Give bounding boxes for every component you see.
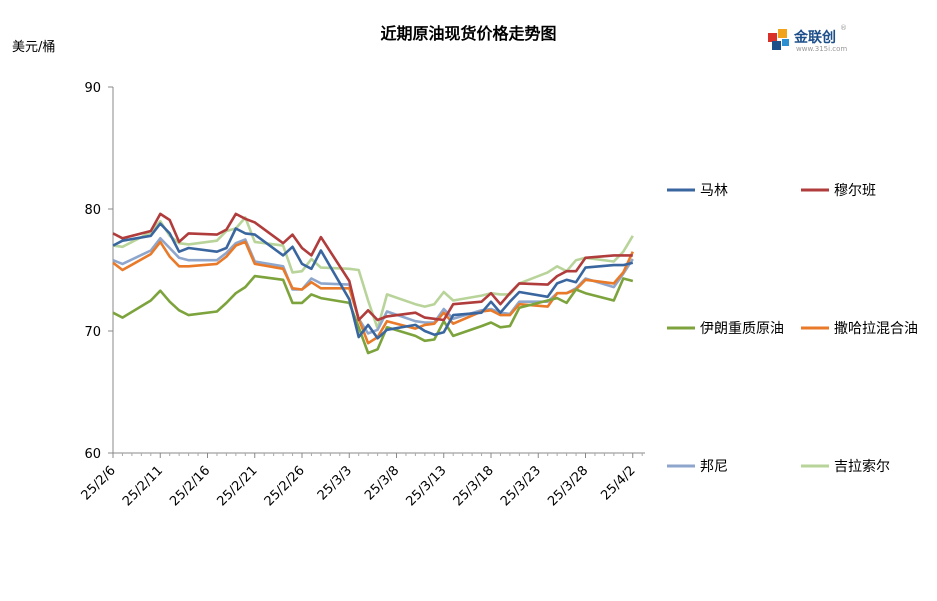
series-lines	[112, 212, 634, 355]
logo-text: 金联创	[794, 30, 836, 46]
legend-label: 撒哈拉混合油	[834, 321, 918, 337]
y-tick-labels: 60 70 80 90	[84, 81, 101, 462]
x-tick-label: 25/3/28	[545, 463, 591, 509]
chart-title: 近期原油现货价格走势图	[380, 24, 557, 43]
logo-registered-mark: ®	[840, 24, 847, 32]
series-line-2	[112, 274, 634, 355]
series-line-0	[112, 222, 634, 340]
y-tick-label: 60	[84, 447, 101, 462]
legend-label: 穆尔班	[834, 183, 876, 199]
x-tick-label: 25/4/2	[598, 463, 638, 503]
x-tick-label: 25/2/21	[215, 463, 261, 509]
legend-label: 吉拉索尔	[834, 458, 890, 475]
y-axis-unit: 美元/桶	[12, 40, 56, 55]
x-tick-label: 25/3/3	[315, 463, 355, 503]
legend-label: 邦尼	[700, 459, 728, 475]
axes	[108, 86, 645, 458]
logo-website: www.315i.com	[796, 45, 848, 53]
x-tick-labels: 25/2/6 25/2/11 25/2/16 25/2/21 25/2/26 25/3/3…	[79, 463, 639, 509]
series-line-3	[112, 240, 634, 345]
y-tick-label: 70	[84, 325, 101, 340]
logo: 金联创 ® www.315i.com	[766, 24, 856, 55]
x-tick-label: 25/3/13	[404, 463, 450, 509]
series-line-1	[112, 212, 633, 322]
x-tick-label: 25/2/6	[79, 463, 119, 503]
x-tick-label: 25/2/16	[167, 463, 213, 509]
legend-label: 伊朗重质原油	[700, 321, 784, 337]
logo-icon	[768, 29, 789, 50]
x-tick-label: 25/3/23	[498, 463, 544, 509]
x-tick-label: 25/2/26	[262, 463, 308, 509]
y-tick-label: 80	[84, 203, 101, 218]
y-tick-label: 90	[84, 81, 101, 96]
x-tick-label: 25/3/8	[362, 463, 402, 503]
legend-label: 马林	[700, 183, 728, 199]
x-tick-label: 25/2/11	[120, 463, 166, 509]
x-tick-label: 25/3/18	[451, 463, 497, 509]
